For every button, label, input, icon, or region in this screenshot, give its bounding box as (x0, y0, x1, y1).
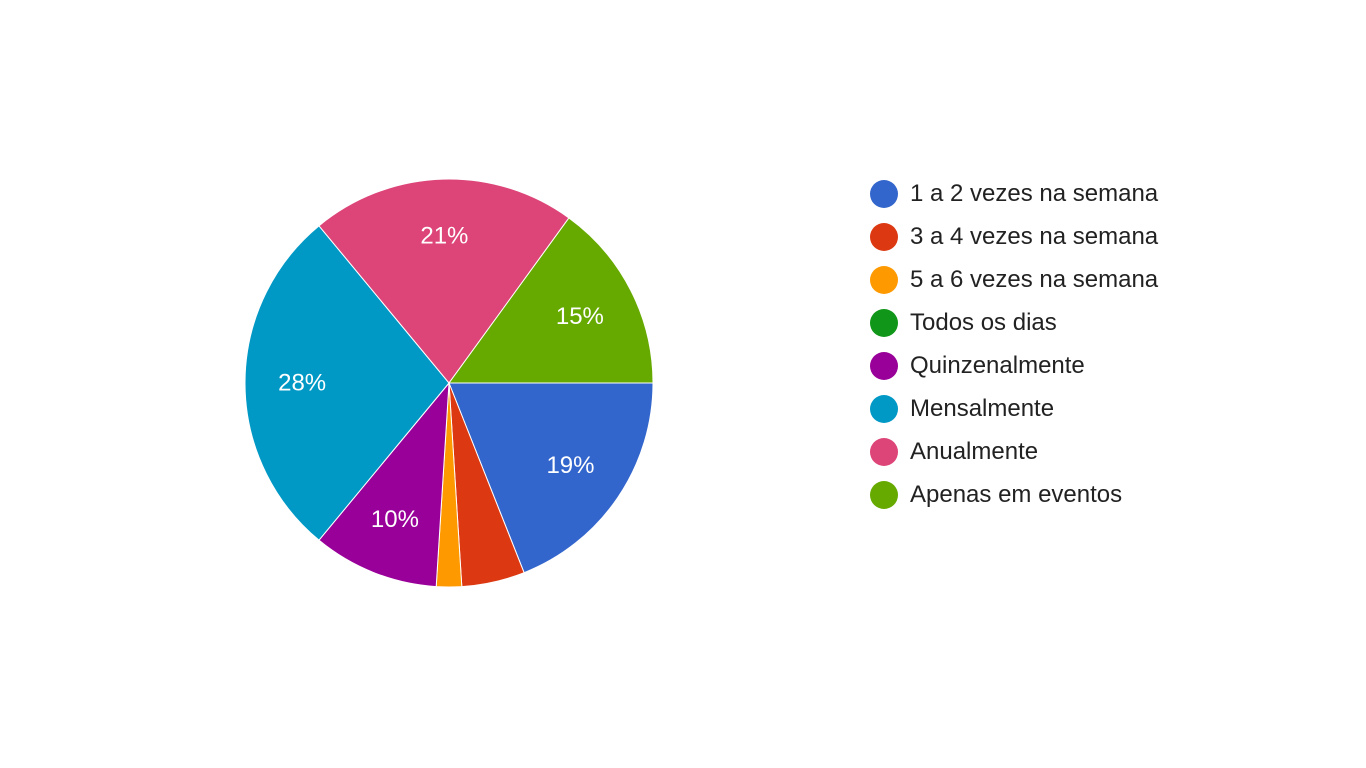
legend-item-0: 1 a 2 vezes na semana (870, 172, 1158, 215)
legend-item-7: Apenas em eventos (870, 473, 1158, 516)
legend-label-6: Anualmente (910, 437, 1039, 465)
slice-label-5: 28% (278, 370, 326, 397)
legend-label-5: Mensalmente (910, 394, 1055, 422)
legend-swatch-1 (870, 222, 898, 251)
legend-label-2: 5 a 6 vezes na semana (910, 265, 1159, 293)
legend-swatch-4 (870, 351, 898, 380)
legend-swatch-3 (870, 308, 898, 337)
legend-item-1: 3 a 4 vezes na semana (870, 215, 1158, 258)
legend-item-2: 5 a 6 vezes na semana (870, 258, 1158, 301)
legend-item-6: Anualmente (870, 430, 1158, 473)
legend-item-3: Todos os dias (870, 301, 1158, 344)
pie-slice-0 (448, 382, 654, 574)
legend-label-4: Quinzenalmente (910, 351, 1085, 379)
pie-slice-7 (448, 217, 654, 384)
legend-label-0: 1 a 2 vezes na semana (910, 179, 1159, 207)
slice-label-4: 10% (371, 506, 419, 533)
slice-label-7: 15% (556, 303, 604, 330)
legend-item-4: Quinzenalmente (870, 344, 1158, 387)
pie-slice-5 (244, 225, 450, 541)
legend-label-7: Apenas em eventos (910, 480, 1123, 508)
pie-slice-4 (318, 381, 450, 588)
slice-label-6: 21% (420, 223, 468, 250)
pie-slice-6 (318, 178, 570, 384)
slice-label-0: 19% (546, 452, 594, 479)
legend-swatch-2 (870, 265, 898, 294)
legend-label-3: Todos os dias (910, 308, 1057, 336)
legend-swatch-5 (870, 394, 898, 423)
legend-item-5: Mensalmente (870, 387, 1158, 430)
legend: 1 a 2 vezes na semana 3 a 4 vezes na sema… (870, 172, 1158, 516)
legend-swatch-6 (870, 437, 898, 466)
legend-swatch-0 (870, 179, 898, 208)
legend-label-1: 3 a 4 vezes na semana (910, 222, 1159, 250)
legend-swatch-7 (870, 480, 898, 509)
